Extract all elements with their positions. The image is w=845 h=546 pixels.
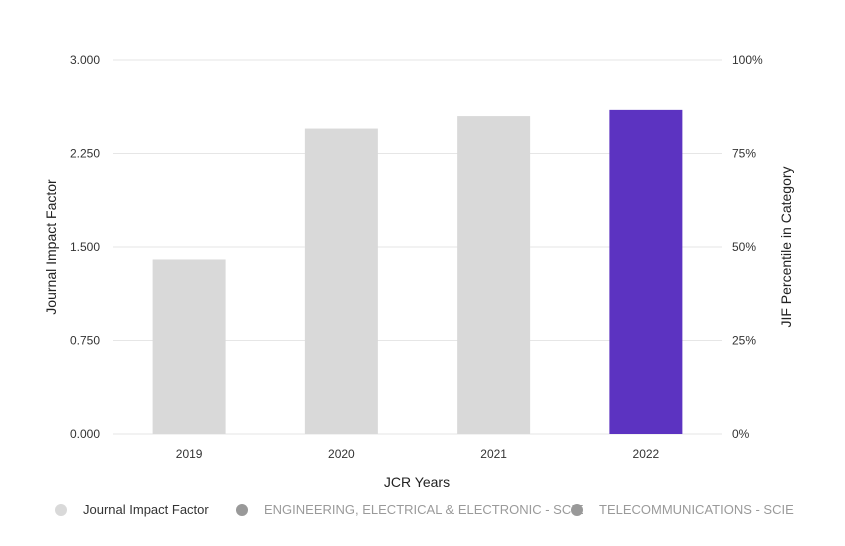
y-axis-left-ticks: 0.000 0.750 1.500 2.250 3.000 [70, 53, 100, 441]
legend-label: Journal Impact Factor [83, 502, 209, 517]
chart-plot: 0.000 0.750 1.500 2.250 3.000 0% 25% 50% 75% 100… [43, 53, 794, 490]
y2-tick-label: 100% [732, 53, 763, 67]
y-tick-label: 0.000 [70, 427, 100, 441]
y2-tick-label: 75% [732, 147, 756, 161]
legend-item-engineering-electrical[interactable]: ENGINEERING, ELECTRICAL & ELECTRONIC - S… [236, 502, 584, 517]
y-tick-label: 0.750 [70, 334, 100, 348]
legend-marker [55, 503, 67, 516]
legend-marker [571, 503, 583, 516]
y-tick-label: 2.250 [70, 147, 100, 161]
y-axis-left-title: Journal Impact Factor [43, 179, 59, 315]
legend-label: ENGINEERING, ELECTRICAL & ELECTRONIC - S… [264, 502, 584, 517]
x-tick-label: 2020 [328, 447, 355, 461]
legend-marker [236, 503, 248, 516]
y-axis-right-title: JIF Percentile in Category [778, 166, 794, 327]
bar-2022[interactable] [609, 109, 683, 434]
y2-tick-label: 25% [732, 334, 756, 348]
y2-tick-label: 0% [732, 427, 750, 441]
y-tick-label: 1.500 [70, 240, 100, 254]
bar-2019[interactable] [152, 259, 226, 434]
legend: Journal Impact Factor ENGINEERING, ELECT… [0, 500, 845, 524]
x-tick-label: 2021 [480, 447, 507, 461]
y-tick-label: 3.000 [70, 53, 100, 67]
bar-2020[interactable] [304, 128, 378, 435]
bar-2021[interactable] [457, 116, 531, 434]
x-tick-label: 2022 [633, 447, 660, 461]
legend-label: TELECOMMUNICATIONS - SCIE [599, 502, 794, 517]
legend-item-telecommunications[interactable]: TELECOMMUNICATIONS - SCIE [571, 502, 794, 517]
y2-tick-label: 50% [732, 240, 756, 254]
legend-item-journal-impact-factor[interactable]: Journal Impact Factor [55, 502, 209, 517]
bars [152, 109, 683, 435]
x-axis-ticks: 2019 2020 2021 2022 [176, 447, 660, 461]
y-axis-right-ticks: 0% 25% 50% 75% 100% [732, 53, 763, 441]
x-axis-title: JCR Years [384, 474, 450, 490]
x-tick-label: 2019 [176, 447, 203, 461]
